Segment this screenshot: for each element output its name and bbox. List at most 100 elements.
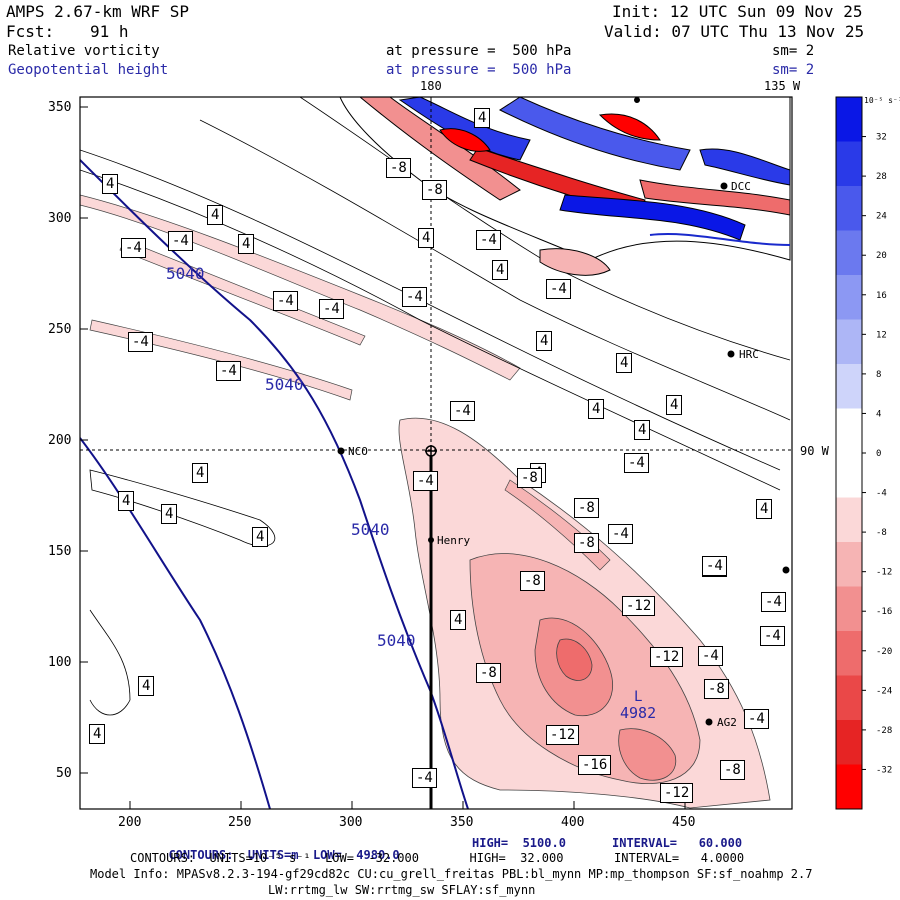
vorticity-contour-label: 4: [474, 108, 491, 128]
lon-label-180: 180: [420, 79, 442, 93]
vorticity-contour-label: 4: [252, 527, 269, 547]
pos-vort-contour: [89, 609, 131, 716]
colorbar-tick-label: -8: [876, 528, 887, 538]
vorticity-contour-label: 4: [89, 724, 106, 744]
colorbar-tick-label: 16: [876, 291, 887, 301]
vorticity-contour-label: -8: [720, 760, 745, 780]
vorticity-contour-label: -4: [128, 332, 153, 352]
vorticity-contour-label: -4: [744, 709, 769, 729]
colorbar: 32 28 24 20 16 12 8 4 0 -4 -8 -12 -16 -20 -24 -28 -32 10⁻…: [835, 96, 900, 810]
low-center-marker: L: [634, 689, 643, 705]
vorticity-contour-label: 4: [666, 395, 683, 415]
colorbar-swatch: [836, 364, 862, 409]
colorbar-tick-label: 8: [876, 370, 881, 380]
field1-name: Relative vorticity: [8, 43, 160, 59]
x-tick: 450: [672, 815, 696, 830]
colorbar-tick-label: 0: [876, 449, 881, 459]
colorbar-tick-label: -12: [876, 568, 892, 578]
field2-smoothing: sm= 2: [772, 62, 815, 78]
lon-label-135w: 135 W: [764, 79, 801, 93]
vorticity-contour-label: -4: [698, 646, 723, 666]
colorbar-swatch: [836, 186, 862, 231]
neg-vort-band: [89, 319, 353, 401]
height-contour-low: CONTOURS: UNITS=m LOW= 4980.0: [168, 848, 400, 862]
neg-vort-band: [80, 194, 521, 381]
colorbar-swatch: [836, 497, 862, 543]
y-tick: 350: [48, 100, 72, 115]
station-marker-ag2: [705, 718, 713, 726]
vorticity-contour-label: 4: [207, 205, 224, 225]
colorbar-tick-label: -16: [876, 607, 892, 617]
colorbar-swatch: [836, 631, 862, 676]
vorticity-contour-label: -4: [546, 279, 571, 299]
colorbar-swatch: [836, 97, 862, 142]
init-time: Init: 12 UTC Sun 09 Nov 25: [612, 2, 863, 21]
colorbar-tick-label: 12: [876, 330, 887, 340]
vorticity-contour-label: -4: [402, 287, 427, 307]
vorticity-contour-label: -4: [761, 592, 786, 612]
field1-smoothing: sm= 2: [772, 43, 815, 59]
vorticity-contour-label: -8: [422, 180, 447, 200]
station-marker: [782, 566, 790, 574]
station-label-ag2: AG2: [717, 716, 737, 729]
colorbar-tick-label: 32: [876, 133, 887, 143]
station-marker-dcc: [720, 182, 728, 190]
y-tick: 250: [48, 322, 72, 337]
y-tick: 150: [48, 544, 72, 559]
pos-vort-contour: [199, 119, 791, 421]
station-label-dcc: DCC: [731, 180, 751, 193]
vorticity-contour-label: -4: [476, 230, 501, 250]
height-contour: [80, 159, 469, 809]
vorticity-contour-label: -4: [216, 361, 241, 381]
x-tick: 250: [228, 815, 252, 830]
neg-vort-band: [119, 239, 366, 346]
height-contour-high: HIGH= 5100.0: [472, 836, 566, 850]
colorbar-units: 10⁻⁵ s⁻¹: [864, 96, 900, 105]
vorticity-contour-label: 4: [192, 463, 209, 483]
map-fields: [80, 97, 792, 809]
colorbar-swatch: [836, 141, 862, 187]
vorticity-contour-label: -8: [574, 533, 599, 553]
y-tick: 300: [48, 211, 72, 226]
colorbar-tick-label: 4: [876, 409, 881, 419]
y-tick: 100: [48, 655, 72, 670]
colorbar-swatch: [836, 720, 862, 765]
vorticity-contour-label: 4: [418, 228, 435, 248]
station-label-nco: NCO: [348, 445, 368, 458]
height-contour-info: CONTOURS: UNITS=m LOW= 4980.0: [154, 837, 400, 862]
colorbar-tick-label: 28: [876, 172, 887, 182]
colorbar-tick-label: 24: [876, 212, 887, 222]
vorticity-contour-label: -4: [450, 401, 475, 421]
vorticity-contour-label: -4: [413, 471, 438, 491]
height-contour-label: 5040: [166, 264, 205, 283]
colorbar-tick-label: -4: [876, 489, 887, 499]
valid-time: Valid: 07 UTC Thu 13 Nov 25: [604, 22, 865, 41]
vorticity-contour-label: -8: [517, 468, 542, 488]
vorticity-contour-label: -8: [574, 498, 599, 518]
forecast-hour: 91 h: [90, 22, 129, 41]
vorticity-contour-label: -4: [702, 556, 727, 576]
height-contour-interval: INTERVAL= 60.000: [612, 836, 743, 850]
vorticity-contour-label: -12: [622, 596, 656, 616]
colorbar-tick-label: -32: [876, 765, 892, 775]
model-info: Model Info: MPASv8.2.3-194-gf29cd82c CU:…: [90, 867, 813, 881]
colorbar-tick-label: -24: [876, 686, 892, 696]
vorticity-contour-label: 4: [161, 504, 178, 524]
vorticity-contour-label: 4: [756, 499, 773, 519]
y-tick: 200: [48, 433, 72, 448]
x-tick: 350: [450, 815, 474, 830]
colorbar-swatch: [836, 275, 862, 320]
vorticity-contour-label: 4: [138, 676, 155, 696]
colorbar-swatch: [836, 319, 862, 365]
height-contour-label: 5040: [265, 375, 304, 394]
vorticity-contour-label: -12: [546, 725, 580, 745]
vorticity-contour-label: -8: [386, 158, 411, 178]
vorticity-contour-label: -4: [121, 238, 146, 258]
colorbar-swatch: [836, 542, 862, 587]
vorticity-contour-label: 4: [238, 234, 255, 254]
vorticity-contour-label: -16: [578, 755, 612, 775]
south-pole-marker: [425, 445, 437, 457]
vorticity-contour-label: 4: [102, 174, 119, 194]
